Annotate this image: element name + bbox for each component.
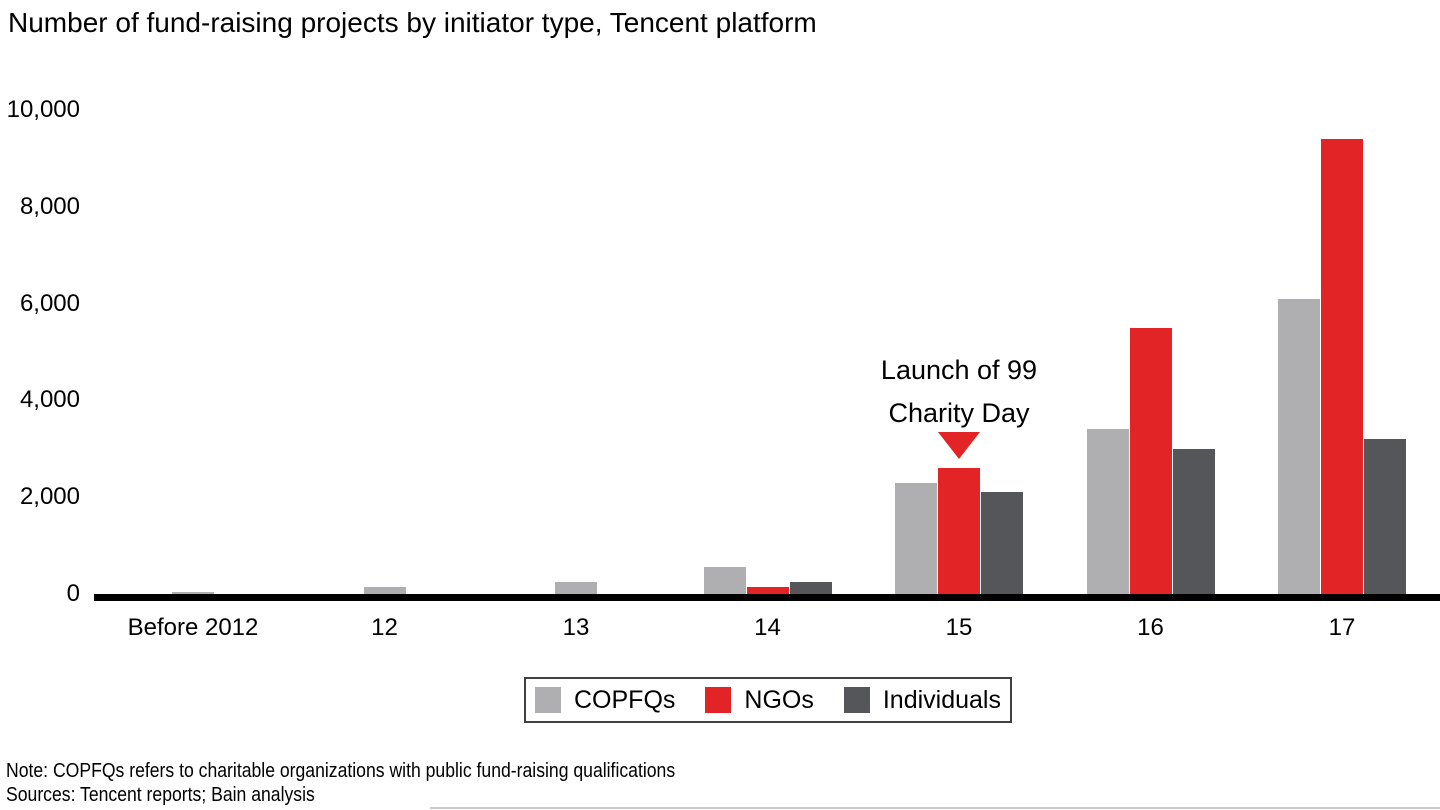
- y-tick-label: 0: [66, 580, 80, 607]
- x-category-label: Before 2012: [127, 614, 259, 641]
- bar-copfqs-14: [703, 567, 746, 594]
- bar-ngos-14: [746, 587, 789, 594]
- legend-item-copfqs: COPFQs: [535, 687, 675, 713]
- ngos-swatch-icon: [705, 687, 732, 713]
- bar-individuals-17: [1364, 439, 1406, 594]
- x-category-label: 12: [371, 614, 398, 641]
- x-category-label: 15: [945, 614, 973, 641]
- bar-copfqs-before-2012: [172, 592, 214, 594]
- chart-title: Number of fund-raising projects by initi…: [8, 7, 817, 38]
- x-category-label: 17: [1328, 614, 1356, 641]
- bar-copfqs-13: [555, 582, 597, 594]
- x-category-label: 13: [562, 614, 590, 641]
- y-tick-label: 6,000: [19, 289, 80, 317]
- bottom-divider: [430, 807, 1440, 809]
- bar-copfqs-15: [895, 483, 937, 594]
- y-tick-label: 4,000: [19, 386, 80, 414]
- x-category-label: 16: [1137, 614, 1164, 641]
- x-category-label: 14: [754, 614, 781, 641]
- legend-item-ngos: NGOs: [705, 686, 814, 714]
- down-triangle-icon: [938, 432, 980, 459]
- bar-ngos-16: [1129, 328, 1172, 594]
- legend-label-ngos: NGOs: [744, 686, 814, 714]
- bar-ngos-17: [1321, 139, 1363, 594]
- bar-ngos-15: [938, 468, 980, 594]
- legend-item-individuals: Individuals: [843, 686, 1001, 714]
- bar-copfqs-12: [363, 587, 406, 594]
- annotation-line2: Charity Day: [888, 398, 1030, 428]
- y-tick-label: 2,000: [19, 483, 80, 511]
- copfqs-swatch-icon: [535, 687, 561, 713]
- bar-individuals-14: [789, 582, 832, 594]
- annotation-line1: Launch of 99: [880, 355, 1038, 385]
- bar-individuals-15: [981, 492, 1023, 594]
- legend: COPFQs NGOs Individuals: [524, 677, 1012, 723]
- footnote-note: Note: COPFQs refers to charitable organi…: [6, 760, 676, 782]
- y-tick-label: 8,000: [19, 192, 80, 220]
- bar-copfqs-16: [1086, 429, 1129, 594]
- bar-copfqs-17: [1278, 299, 1320, 594]
- bar-individuals-16: [1172, 449, 1215, 594]
- x-axis-line: [94, 594, 1440, 601]
- legend-label-copfqs: COPFQs: [574, 686, 676, 714]
- individuals-swatch-icon: [843, 687, 870, 713]
- y-tick-label: 10,000: [6, 96, 80, 123]
- footnote-sources: Sources: Tencent reports; Bain analysis: [6, 784, 315, 806]
- legend-label-individuals: Individuals: [882, 686, 1001, 714]
- annotation-launch-99: Launch of 99 Charity Day: [881, 349, 1037, 435]
